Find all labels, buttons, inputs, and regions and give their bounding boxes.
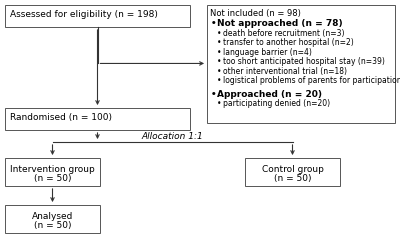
- Text: Intervention group: Intervention group: [10, 165, 95, 174]
- Text: too short anticipated hospital stay (n=39): too short anticipated hospital stay (n=3…: [223, 57, 385, 66]
- Text: Not included (n = 98): Not included (n = 98): [210, 9, 301, 18]
- Text: Assessed for eligibility (n = 198): Assessed for eligibility (n = 198): [10, 10, 158, 19]
- Text: Control group: Control group: [262, 165, 324, 174]
- Text: death before recruitment (n=3): death before recruitment (n=3): [223, 28, 344, 38]
- Text: •: •: [217, 76, 222, 85]
- Text: Not approached (n = 78): Not approached (n = 78): [217, 19, 343, 28]
- Text: participating denied (n=20): participating denied (n=20): [223, 99, 330, 108]
- Bar: [5, 108, 190, 130]
- Bar: [245, 158, 340, 186]
- Text: Allocation 1:1: Allocation 1:1: [142, 132, 203, 141]
- Text: Randomised (n = 100): Randomised (n = 100): [10, 113, 112, 122]
- Text: (n = 50): (n = 50): [274, 174, 311, 183]
- Text: •: •: [217, 48, 222, 56]
- Text: •: •: [217, 38, 222, 47]
- Text: •: •: [217, 57, 222, 66]
- Bar: [207, 5, 395, 123]
- Text: Analysed: Analysed: [32, 212, 73, 221]
- Bar: [5, 5, 190, 27]
- Text: transfer to another hospital (n=2): transfer to another hospital (n=2): [223, 38, 354, 47]
- Text: •: •: [217, 99, 222, 108]
- Text: •: •: [217, 28, 222, 38]
- Text: Approached (n = 20): Approached (n = 20): [217, 89, 322, 98]
- Text: •: •: [217, 66, 222, 76]
- Text: •: •: [211, 19, 217, 28]
- Text: logistical problems of parents for participation (n=12): logistical problems of parents for parti…: [223, 76, 400, 85]
- Text: •: •: [211, 89, 217, 98]
- Text: other interventional trial (n=18): other interventional trial (n=18): [223, 66, 347, 76]
- Text: (n = 50): (n = 50): [34, 221, 71, 230]
- Text: (n = 50): (n = 50): [34, 174, 71, 183]
- Text: language barrier (n=4): language barrier (n=4): [223, 48, 312, 56]
- Bar: [5, 205, 100, 233]
- Bar: [5, 158, 100, 186]
